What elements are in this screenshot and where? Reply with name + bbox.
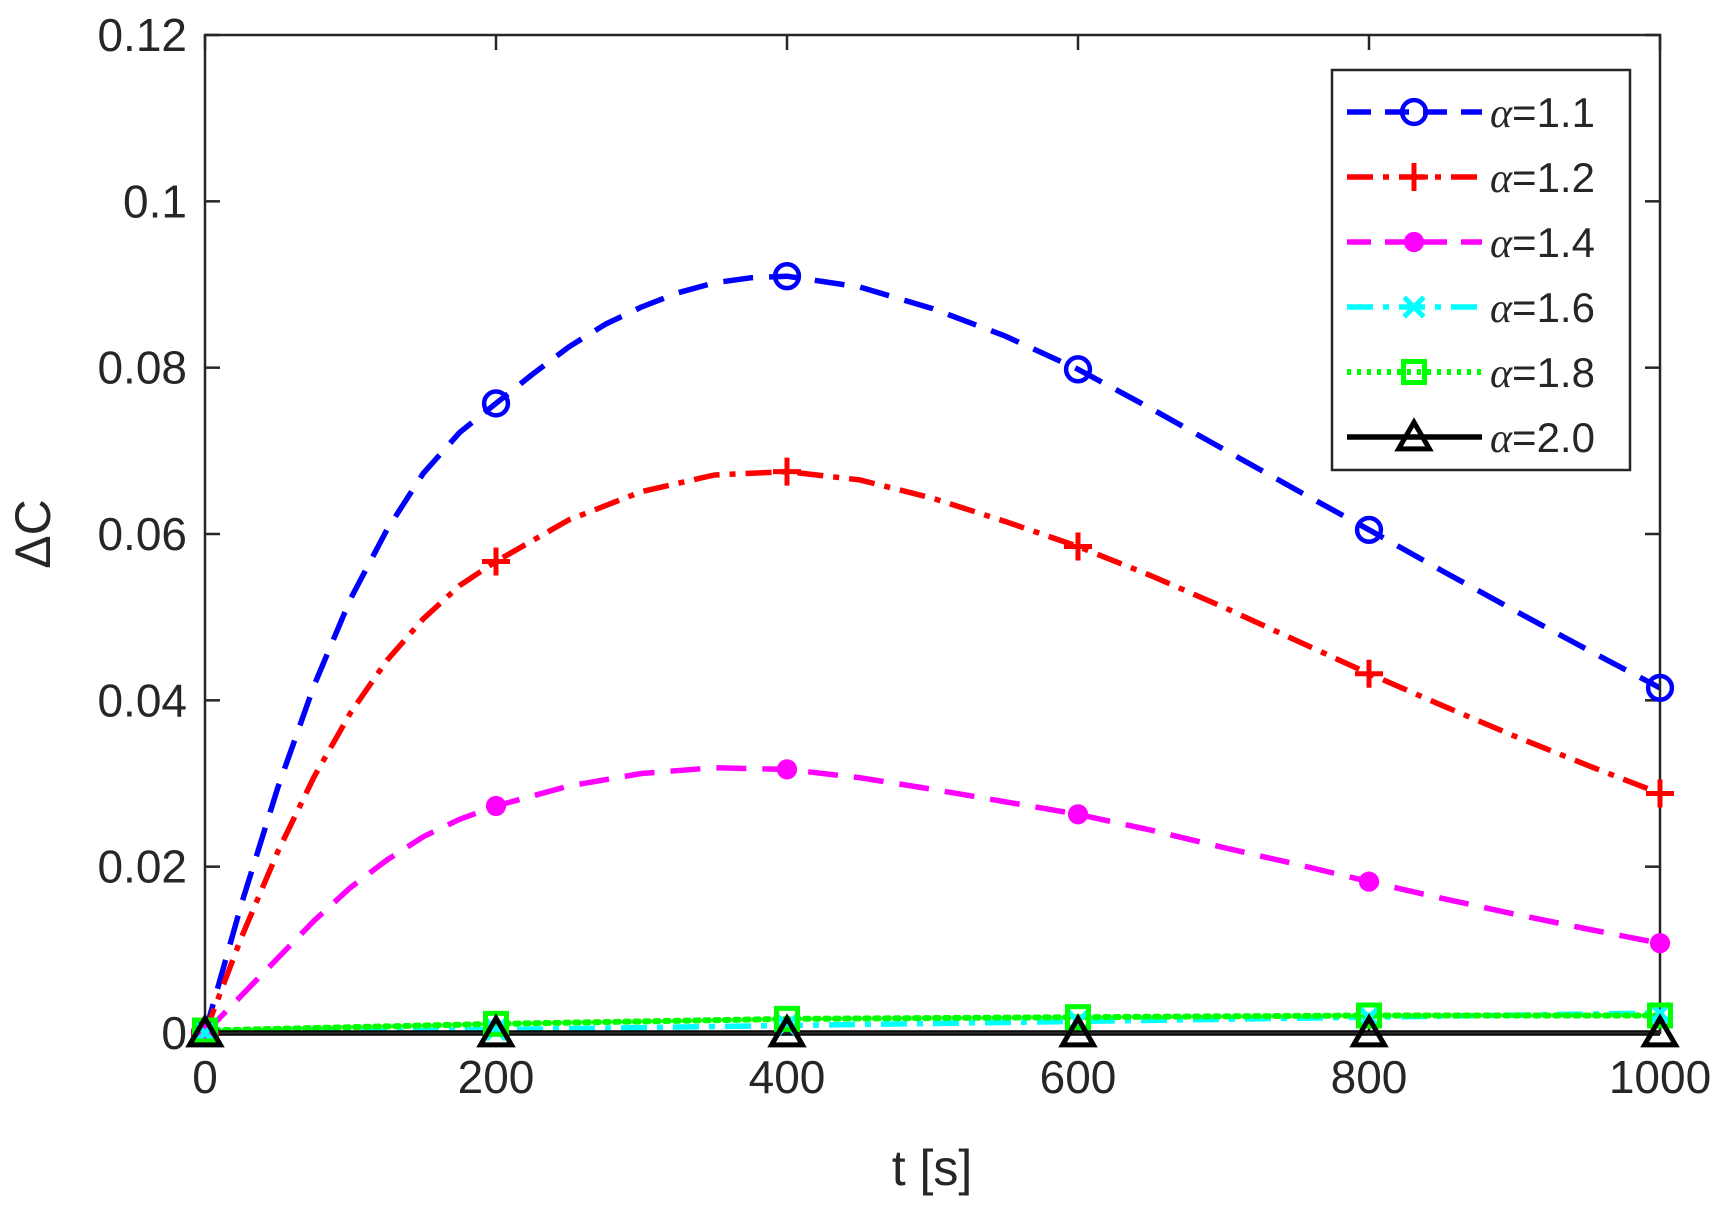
marker-square <box>1647 1002 1673 1029</box>
legend-label: α=1.6 <box>1490 284 1595 332</box>
marker-circle <box>772 262 802 291</box>
plot-frame <box>203 33 1662 1035</box>
marker-dot <box>1649 933 1671 954</box>
marker-triangle <box>767 1013 807 1048</box>
legend-value: =1.1 <box>1512 89 1595 136</box>
y-tick-label: 0 <box>161 1007 187 1059</box>
series-line-5 <box>202 1012 1663 1034</box>
marker-circle <box>1354 515 1384 544</box>
marker-dot <box>776 759 798 780</box>
y-tick-label: 0.1 <box>123 175 187 227</box>
marker-plus <box>1400 163 1428 191</box>
legend-symbol: α <box>1490 286 1513 332</box>
legend-item: α=1.6 <box>1347 284 1595 332</box>
marker-plus <box>773 457 801 486</box>
x-axis-label: t [s] <box>892 1140 973 1196</box>
legend-value: =1.8 <box>1512 349 1595 396</box>
y-axis-label: ΔC <box>5 499 61 569</box>
legend-item: α=1.4 <box>1347 219 1595 267</box>
x-tick-label: 600 <box>1040 1051 1117 1103</box>
y-tick-label: 0.04 <box>97 674 187 726</box>
marker-dot <box>1067 804 1089 825</box>
marker-circle <box>1645 673 1675 703</box>
marker-triangle <box>1640 1013 1680 1048</box>
y-tick-label: 0.02 <box>97 841 187 893</box>
marker-circle <box>481 389 511 418</box>
legend-label: α=2.0 <box>1490 414 1595 462</box>
x-tick-label: 800 <box>1331 1051 1408 1103</box>
x-tick-label: 400 <box>749 1051 826 1103</box>
marker-triangle <box>185 1013 225 1048</box>
legend-symbol: α <box>1490 156 1513 202</box>
legend-symbol: α <box>1490 351 1513 397</box>
legend-value: =1.4 <box>1512 219 1595 266</box>
marker-x <box>1402 295 1426 319</box>
x-tick-label: 200 <box>458 1051 535 1103</box>
markers-layer <box>185 262 1680 1048</box>
marker-circle <box>1399 97 1429 127</box>
series-line-1 <box>202 273 1662 1034</box>
legend: α=1.1α=1.2α=1.4α=1.6α=1.8α=2.0 <box>1330 68 1632 472</box>
marker-dot <box>1358 871 1380 892</box>
legend-item: α=1.8 <box>1347 349 1595 397</box>
y-tick-label: 0.06 <box>97 508 187 560</box>
marker-triangle <box>1058 1013 1098 1048</box>
legend-item: α=2.0 <box>1347 414 1595 462</box>
marker-plus <box>482 547 510 576</box>
legend-value: =1.2 <box>1512 154 1595 201</box>
series-markers-6 <box>185 1013 1680 1048</box>
marker-triangle <box>1349 1013 1389 1048</box>
marker-square <box>1401 359 1427 385</box>
labels-layer: t [s] ΔC 0 200 400 600 800 1000 0 0.02 0.04 0.06 0… <box>5 9 1711 1196</box>
legend-item: α=1.1 <box>1347 89 1595 137</box>
legend-symbol: α <box>1490 221 1513 267</box>
marker-dot <box>1403 231 1425 253</box>
legend-item: α=1.2 <box>1347 154 1595 202</box>
legend-value: =2.0 <box>1512 414 1595 461</box>
legend-symbol: α <box>1490 91 1513 137</box>
marker-circle <box>1063 355 1093 384</box>
x-tick-label: 0 <box>192 1051 218 1103</box>
marker-square <box>1356 1002 1382 1029</box>
legend-value: =1.6 <box>1512 284 1595 331</box>
marker-triangle <box>476 1013 516 1048</box>
legend-label: α=1.1 <box>1490 89 1595 137</box>
marker-dot <box>485 795 507 817</box>
marker-plus <box>1646 779 1674 808</box>
legend-label: α=1.4 <box>1490 219 1595 267</box>
marker-square <box>774 1005 800 1032</box>
legend-box <box>1330 68 1632 472</box>
x-tick-label: 1000 <box>1609 1051 1711 1103</box>
marker-plus <box>1064 532 1092 561</box>
legend-label: α=1.8 <box>1490 349 1595 397</box>
marker-plus <box>1355 659 1383 688</box>
marker-square <box>1065 1004 1091 1031</box>
legend-label: α=1.2 <box>1490 154 1595 202</box>
y-tick-label: 0.12 <box>97 9 187 61</box>
legend-symbol: α <box>1490 416 1513 462</box>
y-tick-label: 0.08 <box>97 342 187 394</box>
marker-triangle <box>1394 417 1434 452</box>
